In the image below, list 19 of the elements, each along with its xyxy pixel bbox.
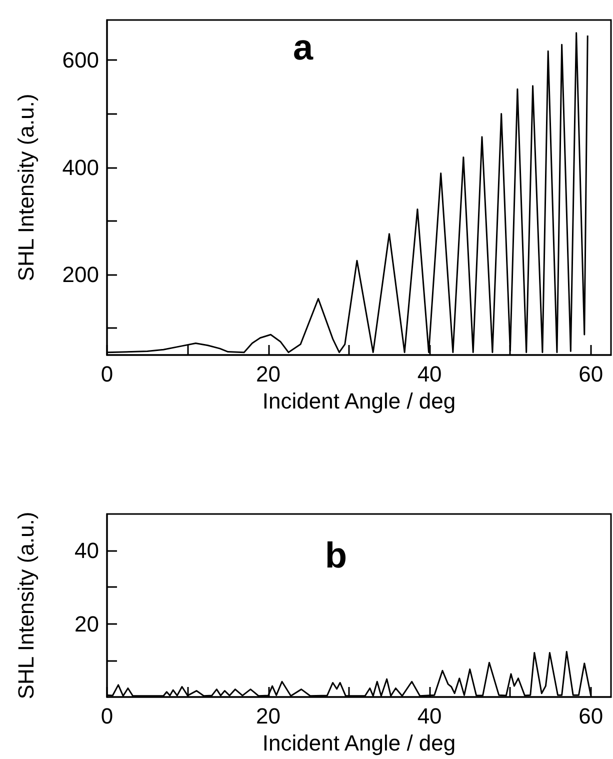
- x-tick-label: 20: [256, 362, 281, 386]
- x-tick-label: 40: [417, 362, 442, 386]
- y-tick-label: 200: [62, 262, 99, 288]
- x-tick-label: 40: [417, 704, 442, 728]
- y-axis-title: SHL Intensity (a.u.): [14, 94, 38, 282]
- x-tick-label: 0: [100, 362, 114, 386]
- x-tick-label: 60: [578, 362, 604, 386]
- x-axis-title: Incident Angle / deg: [262, 388, 456, 414]
- x-tick-label: 0: [100, 704, 114, 728]
- x-tick-label: 20: [256, 704, 281, 728]
- y-tick-label: 20: [74, 611, 99, 636]
- y-tick-label: 600: [62, 48, 99, 73]
- y-tick-label: 40: [74, 538, 99, 564]
- y-axis-title: SHL Intensity (a.u.): [14, 512, 38, 700]
- x-tick-label: 60: [578, 704, 604, 728]
- text: b: [325, 534, 347, 576]
- x-axis-title: Incident Angle / deg: [262, 730, 456, 756]
- y-tick-label: 400: [62, 154, 99, 180]
- chart-title: a: [293, 26, 314, 68]
